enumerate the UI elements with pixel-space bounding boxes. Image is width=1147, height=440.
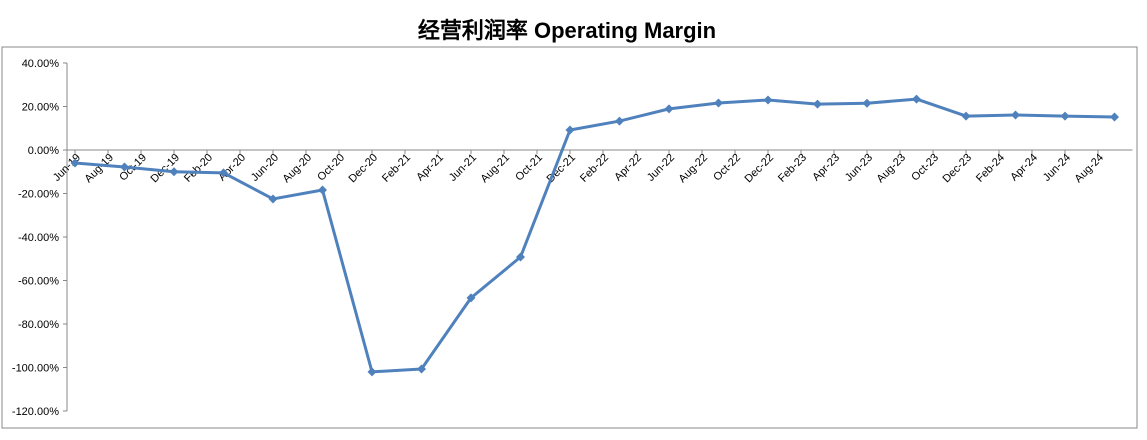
line-segment [74, 161, 125, 169]
line-segment [619, 107, 670, 123]
y-tick-label: 0.00% [28, 145, 59, 157]
line-segment [321, 189, 374, 373]
data-point [763, 95, 773, 105]
line-segment [767, 98, 818, 106]
y-tick-label: -20.00% [18, 189, 59, 201]
data-point [417, 364, 426, 374]
data-point [615, 116, 624, 126]
line-segment [470, 255, 522, 300]
data-point [862, 98, 872, 108]
y-tick-label: 40.00% [22, 58, 60, 70]
line-segment [1064, 114, 1115, 119]
data-point [516, 252, 525, 262]
line-segment [222, 171, 274, 201]
data-point [219, 168, 228, 178]
data-point [961, 111, 971, 121]
line-segment [371, 367, 422, 374]
data-point [664, 104, 674, 114]
data-point [813, 99, 822, 109]
line-segment [916, 97, 967, 118]
line-segment [817, 101, 868, 106]
line-segment [866, 97, 917, 105]
data-point [1011, 110, 1020, 120]
line-segment [173, 170, 224, 175]
data-point [268, 194, 278, 204]
line-segment [965, 113, 1016, 118]
line-segment [272, 188, 323, 201]
chart-frame [1, 46, 1138, 429]
line-segment [1015, 113, 1066, 118]
y-tick-label: -120.00% [12, 406, 59, 418]
data-point [912, 94, 921, 104]
line-segment [519, 129, 572, 258]
line-segment [569, 119, 620, 132]
y-tick-label: -60.00% [18, 276, 59, 288]
data-point [70, 158, 80, 168]
y-tick-label: -80.00% [18, 319, 59, 331]
data-point [120, 162, 129, 172]
data-point [1060, 111, 1070, 121]
data-point [169, 167, 179, 177]
line-segment [420, 297, 473, 370]
y-tick-label: -100.00% [12, 363, 59, 375]
y-tick-label: 20.00% [22, 102, 60, 114]
data-point [466, 293, 476, 303]
data-point [318, 185, 327, 195]
line-segment [718, 98, 769, 105]
chart-title: 经营利润率 Operating Margin [418, 18, 716, 43]
line-segment [668, 101, 719, 111]
line-segment [124, 165, 175, 174]
data-point [565, 125, 575, 135]
data-point [714, 98, 723, 108]
data-point [367, 367, 377, 377]
data-point [1110, 112, 1119, 122]
y-tick-label: -40.00% [18, 232, 59, 244]
